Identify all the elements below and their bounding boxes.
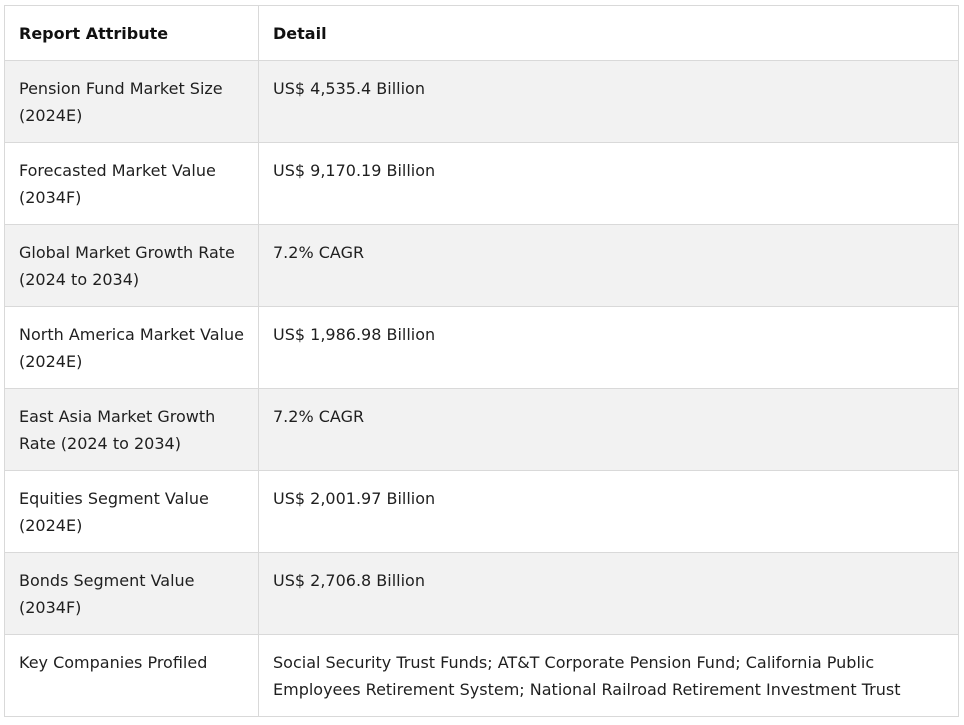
detail-cell: US$ 4,535.4 Billion [258, 60, 959, 143]
report-attributes-table-container: Report Attribute Detail Pension Fund Mar… [4, 5, 959, 717]
detail-cell: 7.2% CAGR [258, 388, 959, 471]
table-row: Global Market Growth Rate (2024 to 2034)… [4, 224, 959, 307]
table-row: Equities Segment Value (2024E) US$ 2,001… [4, 470, 959, 553]
attribute-cell: East Asia Market Growth Rate (2024 to 20… [4, 388, 259, 471]
table-row: Key Companies Profiled Social Security T… [4, 634, 959, 717]
detail-cell: US$ 1,986.98 Billion [258, 306, 959, 389]
attribute-cell: Forecasted Market Value (2034F) [4, 142, 259, 225]
header-detail: Detail [258, 5, 959, 61]
header-report-attribute: Report Attribute [4, 5, 259, 61]
attribute-cell: Key Companies Profiled [4, 634, 259, 717]
detail-cell: 7.2% CAGR [258, 224, 959, 307]
attribute-cell: Bonds Segment Value (2034F) [4, 552, 259, 635]
detail-cell: Social Security Trust Funds; AT&T Corpor… [258, 634, 959, 717]
table-header-row: Report Attribute Detail [4, 5, 959, 61]
attribute-cell: Global Market Growth Rate (2024 to 2034) [4, 224, 259, 307]
table-row: Forecasted Market Value (2034F) US$ 9,17… [4, 142, 959, 225]
table-row: Bonds Segment Value (2034F) US$ 2,706.8 … [4, 552, 959, 635]
detail-cell: US$ 9,170.19 Billion [258, 142, 959, 225]
detail-cell: US$ 2,001.97 Billion [258, 470, 959, 553]
table-row: North America Market Value (2024E) US$ 1… [4, 306, 959, 389]
detail-cell: US$ 2,706.8 Billion [258, 552, 959, 635]
attribute-cell: Pension Fund Market Size (2024E) [4, 60, 259, 143]
table-row: East Asia Market Growth Rate (2024 to 20… [4, 388, 959, 471]
report-attributes-table: Report Attribute Detail Pension Fund Mar… [4, 5, 959, 717]
table-row: Pension Fund Market Size (2024E) US$ 4,5… [4, 60, 959, 143]
attribute-cell: North America Market Value (2024E) [4, 306, 259, 389]
attribute-cell: Equities Segment Value (2024E) [4, 470, 259, 553]
